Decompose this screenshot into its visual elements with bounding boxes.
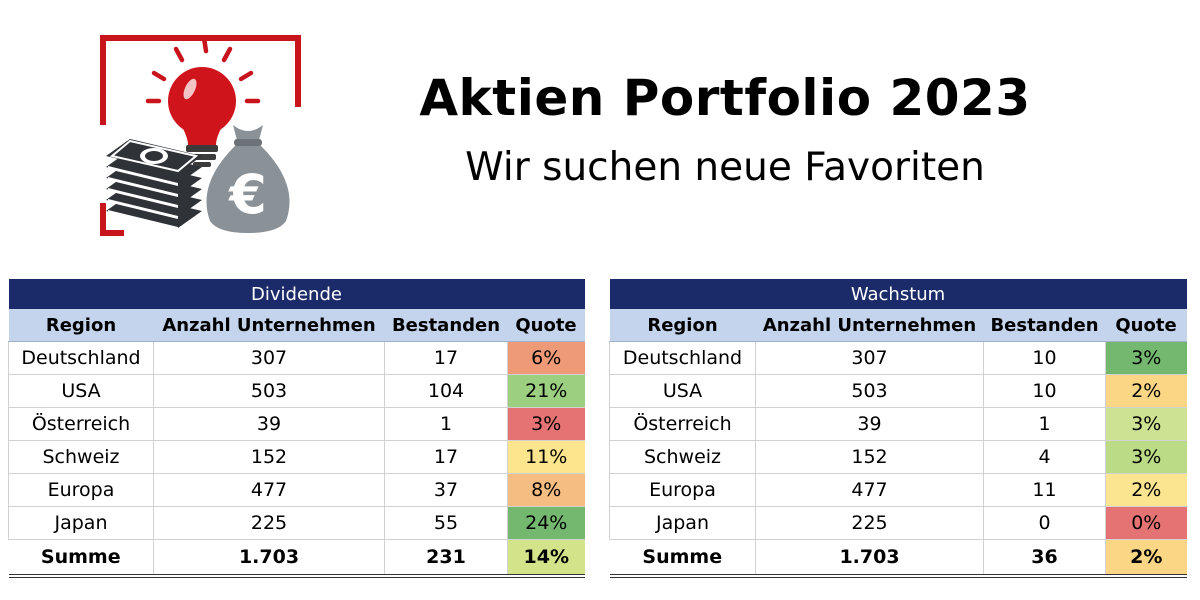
table-row: Japan 225 0 0% xyxy=(609,506,1187,540)
quote-cell: 3% xyxy=(507,407,585,441)
column-header-bestanden: Bestanden xyxy=(983,309,1106,342)
quote-cell: 14% xyxy=(507,539,585,578)
quote-cell: 8% xyxy=(507,473,585,507)
table-row: Japan 225 55 24% xyxy=(8,506,585,540)
table-row: Schweiz 152 4 3% xyxy=(609,440,1187,474)
anzahl-cell: 1.703 xyxy=(153,539,385,578)
anzahl-cell: 307 xyxy=(755,341,984,375)
bestanden-cell: 4 xyxy=(983,440,1106,474)
summe-row: Summe 1.703 231 14% xyxy=(8,539,585,578)
table-row: Österreich 39 1 3% xyxy=(609,407,1187,441)
region-cell: Deutschland xyxy=(609,341,756,375)
svg-text:€: € xyxy=(227,163,267,226)
anzahl-cell: 1.703 xyxy=(755,539,984,578)
bestanden-cell: 231 xyxy=(384,539,508,578)
table-row: Österreich 39 1 3% xyxy=(8,407,585,441)
column-header-bestanden: Bestanden xyxy=(384,309,508,342)
column-header-region: Region xyxy=(8,309,154,342)
table-row: Deutschland 307 10 3% xyxy=(609,341,1187,375)
region-cell: Österreich xyxy=(8,407,154,441)
quote-cell: 2% xyxy=(1105,473,1187,507)
quote-cell: 24% xyxy=(507,506,585,540)
quote-cell: 2% xyxy=(1105,539,1187,578)
bestanden-cell: 11 xyxy=(983,473,1106,507)
anzahl-cell: 225 xyxy=(153,506,385,540)
anzahl-cell: 39 xyxy=(153,407,385,441)
bestanden-cell: 10 xyxy=(983,374,1106,408)
bestanden-cell: 55 xyxy=(384,506,508,540)
bestanden-cell: 1 xyxy=(983,407,1106,441)
table-row: Europa 477 37 8% xyxy=(8,473,585,507)
region-cell: Österreich xyxy=(609,407,756,441)
table-row: Deutschland 307 17 6% xyxy=(8,341,585,375)
region-cell: Summe xyxy=(8,539,154,578)
wachstum-table: Wachstum Region Anzahl Unternehmen Besta… xyxy=(609,279,1187,578)
bestanden-cell: 17 xyxy=(384,440,508,474)
dividende-table-title: Dividende xyxy=(8,279,585,309)
region-cell: USA xyxy=(609,374,756,408)
table-row: USA 503 104 21% xyxy=(8,374,585,408)
column-header-quote: Quote xyxy=(507,309,585,342)
quote-cell: 21% xyxy=(507,374,585,408)
region-cell: Europa xyxy=(8,473,154,507)
region-cell: Schweiz xyxy=(609,440,756,474)
anzahl-cell: 225 xyxy=(755,506,984,540)
bestanden-cell: 37 xyxy=(384,473,508,507)
table-row: Schweiz 152 17 11% xyxy=(8,440,585,474)
bestanden-cell: 104 xyxy=(384,374,508,408)
quote-cell: 6% xyxy=(507,341,585,375)
region-cell: Japan xyxy=(609,506,756,540)
quote-cell: 3% xyxy=(1105,440,1187,474)
anzahl-cell: 152 xyxy=(755,440,984,474)
column-header-region: Region xyxy=(609,309,756,342)
bestanden-cell: 0 xyxy=(983,506,1106,540)
quote-cell: 11% xyxy=(507,440,585,474)
column-header-quote: Quote xyxy=(1105,309,1187,342)
page-subtitle: Wir suchen neue Favoriten xyxy=(465,145,985,190)
page-title: Aktien Portfolio 2023 xyxy=(419,69,1031,127)
light-rays-icon xyxy=(145,35,261,104)
portfolio-logo-graphic: € xyxy=(100,35,301,236)
table-row: Europa 477 11 2% xyxy=(609,473,1187,507)
anzahl-cell: 39 xyxy=(755,407,984,441)
region-cell: USA xyxy=(8,374,154,408)
region-cell: Summe xyxy=(609,539,756,578)
anzahl-cell: 503 xyxy=(755,374,984,408)
bestanden-cell: 10 xyxy=(983,341,1106,375)
column-header-anzahl: Anzahl Unternehmen xyxy=(153,309,385,342)
region-cell: Japan xyxy=(8,506,154,540)
dividende-table: Dividende Region Anzahl Unternehmen Best… xyxy=(8,279,585,578)
bestanden-cell: 17 xyxy=(384,341,508,375)
region-cell: Deutschland xyxy=(8,341,154,375)
anzahl-cell: 152 xyxy=(153,440,385,474)
column-header-anzahl: Anzahl Unternehmen xyxy=(755,309,984,342)
anzahl-cell: 477 xyxy=(755,473,984,507)
table-row: USA 503 10 2% xyxy=(609,374,1187,408)
portfolio-logo: € xyxy=(98,33,308,243)
region-cell: Schweiz xyxy=(8,440,154,474)
anzahl-cell: 503 xyxy=(153,374,385,408)
quote-cell: 0% xyxy=(1105,506,1187,540)
quote-cell: 3% xyxy=(1105,407,1187,441)
anzahl-cell: 307 xyxy=(153,341,385,375)
quote-cell: 3% xyxy=(1105,341,1187,375)
banknotes-icon xyxy=(106,139,202,230)
anzahl-cell: 477 xyxy=(153,473,385,507)
bestanden-cell: 1 xyxy=(384,407,508,441)
money-bag-icon: € xyxy=(206,125,290,233)
summe-row: Summe 1.703 36 2% xyxy=(609,539,1187,578)
region-cell: Europa xyxy=(609,473,756,507)
wachstum-table-title: Wachstum xyxy=(609,279,1187,309)
bestanden-cell: 36 xyxy=(983,539,1106,578)
quote-cell: 2% xyxy=(1105,374,1187,408)
